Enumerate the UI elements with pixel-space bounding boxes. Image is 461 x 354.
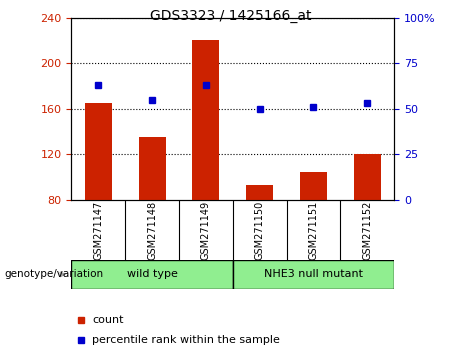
Bar <box>233 260 394 289</box>
Bar <box>246 185 273 200</box>
Text: count: count <box>92 315 124 325</box>
Text: GSM271147: GSM271147 <box>93 200 103 260</box>
Bar <box>139 137 165 200</box>
Text: GSM271150: GSM271150 <box>254 200 265 260</box>
Bar <box>300 172 327 200</box>
Bar <box>193 40 219 200</box>
Text: genotype/variation: genotype/variation <box>5 269 104 279</box>
Text: GSM271149: GSM271149 <box>201 200 211 260</box>
Text: wild type: wild type <box>127 269 177 279</box>
Bar <box>85 103 112 200</box>
Text: GSM271152: GSM271152 <box>362 200 372 260</box>
Text: GSM271148: GSM271148 <box>147 200 157 260</box>
Text: GSM271151: GSM271151 <box>308 200 319 260</box>
Text: GDS3323 / 1425166_at: GDS3323 / 1425166_at <box>150 9 311 23</box>
Bar <box>354 154 381 200</box>
Text: NHE3 null mutant: NHE3 null mutant <box>264 269 363 279</box>
Bar <box>71 260 233 289</box>
Text: percentile rank within the sample: percentile rank within the sample <box>92 335 280 345</box>
